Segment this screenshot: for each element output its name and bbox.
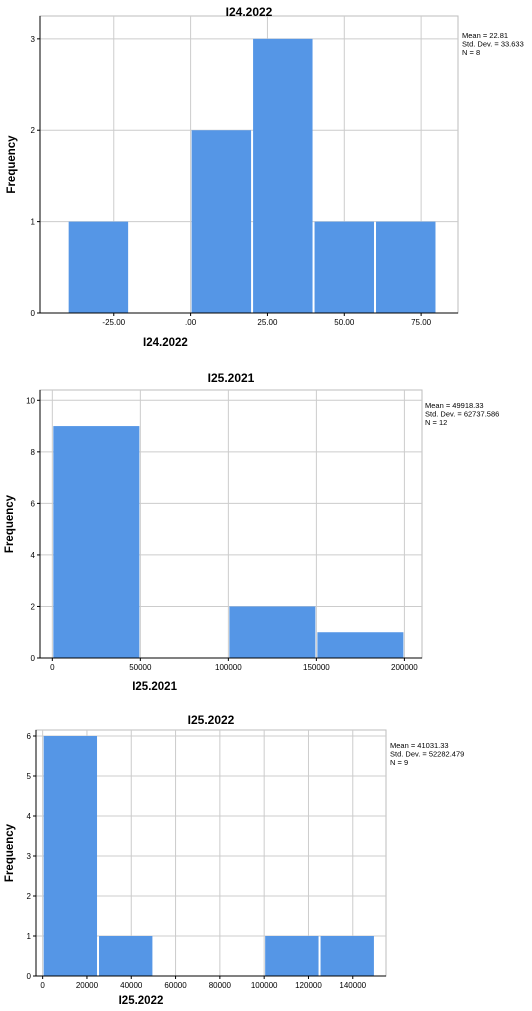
x-tick-label: 100000 <box>215 663 242 672</box>
chart-title: I25.2021 <box>208 371 255 385</box>
y-tick-label: 6 <box>27 732 32 741</box>
x-tick-label: 100000 <box>251 981 278 990</box>
chart-title: I25.2022 <box>188 713 235 727</box>
x-tick-label: 80000 <box>209 981 232 990</box>
x-tick-label: .00 <box>185 318 197 327</box>
x-axis-label: I25.2022 <box>119 995 164 1007</box>
y-axis-label: Frequency <box>4 823 16 882</box>
x-tick-label: 25.00 <box>257 318 278 327</box>
y-axis-label: Frequency <box>4 494 16 553</box>
y-tick-label: 2 <box>27 892 32 901</box>
x-tick-label: 150000 <box>303 663 330 672</box>
y-tick-label: 2 <box>31 602 36 611</box>
stats-line: N = 9 <box>390 758 408 767</box>
histogram-bar <box>53 426 140 658</box>
histogram-bar <box>320 936 374 976</box>
stats-line: Std. Dev. = 33.633 <box>462 40 524 49</box>
histogram-bar <box>314 221 375 313</box>
y-tick-label: 10 <box>26 396 35 405</box>
y-tick-label: 0 <box>31 309 36 318</box>
y-tick-label: 4 <box>31 551 36 560</box>
y-tick-label: 1 <box>31 218 36 227</box>
y-axis-label: Frequency <box>6 135 18 194</box>
stats-line: Std. Dev. = 52282.479 <box>390 750 464 759</box>
histogram-bar <box>229 606 316 658</box>
histogram-chart-3: 0 1 2 3 4 5 6 0 20000 40000 60000 80000 100000 120000… <box>4 713 464 1007</box>
stats-line: Mean = 49918.33 <box>425 401 484 410</box>
histogram-bar <box>191 130 252 313</box>
stats-line: Std. Dev. = 62737.586 <box>425 410 499 419</box>
y-tick-label: 2 <box>31 126 36 135</box>
x-tick-label: 0 <box>50 663 55 672</box>
y-tick-label: 3 <box>27 852 32 861</box>
x-tick-label: -25.00 <box>102 318 125 327</box>
x-axis-label: I24.2022 <box>143 337 188 349</box>
y-tick-label: 4 <box>27 812 32 821</box>
y-tick-label: 0 <box>27 972 32 981</box>
chart-title: I24.2022 <box>226 5 273 19</box>
stats-line: N = 8 <box>462 48 480 57</box>
x-tick-label: 140000 <box>339 981 366 990</box>
x-tick-label: 40000 <box>120 981 143 990</box>
y-tick-label: 1 <box>27 932 32 941</box>
histogram-bar <box>99 936 153 976</box>
y-tick-label: 3 <box>31 35 36 44</box>
histogram-bar <box>317 632 404 658</box>
x-tick-label: 60000 <box>164 981 187 990</box>
histogram-chart-1: 0 1 2 3 -25.00 .00 25.00 50.00 75.00 I24.2022 I24.… <box>6 5 524 349</box>
histogram-bar <box>376 221 436 313</box>
x-tick-label: 0 <box>40 981 45 990</box>
x-tick-label: 200000 <box>391 663 418 672</box>
stats-line: N = 12 <box>425 418 447 427</box>
y-tick-label: 0 <box>31 654 36 663</box>
histogram-bar <box>68 221 129 313</box>
y-tick-label: 8 <box>31 448 36 457</box>
x-tick-label: 50000 <box>129 663 152 672</box>
stats-line: Mean = 41031.33 <box>390 741 449 750</box>
y-tick-label: 5 <box>27 772 32 781</box>
y-tick-label: 6 <box>31 499 36 508</box>
histogram-bar <box>265 936 319 976</box>
x-tick-label: 120000 <box>295 981 322 990</box>
x-tick-label: 75.00 <box>411 318 432 327</box>
histogram-bar <box>253 38 313 313</box>
histogram-chart-2: 0 2 4 6 8 10 0 50000 100000 150000 200000 I25.2021 I… <box>4 371 499 693</box>
histogram-bar <box>43 736 98 976</box>
x-tick-label: 50.00 <box>334 318 355 327</box>
x-axis-label: I25.2021 <box>132 681 177 693</box>
x-tick-label: 20000 <box>76 981 99 990</box>
stats-line: Mean = 22.81 <box>462 31 508 40</box>
